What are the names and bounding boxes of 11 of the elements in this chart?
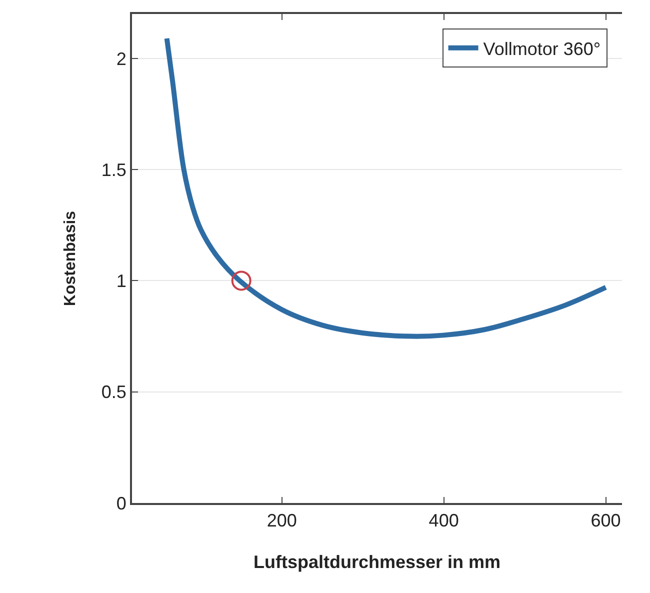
y-tick-label: 0.5 (101, 382, 126, 402)
x-tick-label: 600 (590, 510, 621, 531)
legend-label: Vollmotor 360° (483, 38, 601, 59)
y-tick-label: 2 (116, 48, 126, 69)
y-tick-label: 1 (116, 271, 126, 292)
x-tick-label: 200 (266, 510, 297, 531)
x-tick-label: 400 (428, 510, 459, 531)
y-axis-title: Kostenbasis (62, 210, 79, 306)
y-tick-label: 0 (116, 493, 126, 514)
y-tick-label: 1.5 (101, 160, 126, 180)
x-axis-title: Luftspaltdurchmesser in mm (253, 552, 501, 572)
